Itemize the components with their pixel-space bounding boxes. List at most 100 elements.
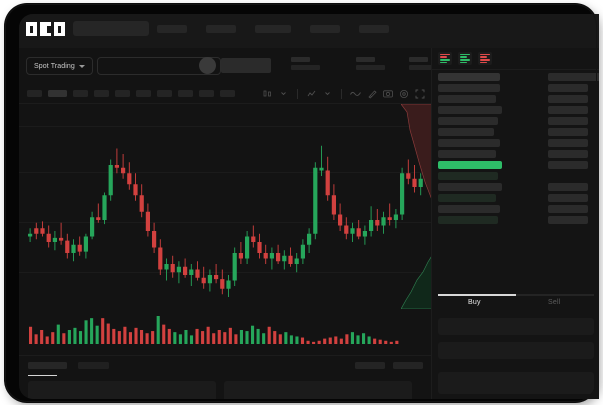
- orderbook-ask-row[interactable]: [432, 116, 599, 127]
- chart-tools-group: [262, 88, 425, 99]
- settings-icon[interactable]: [398, 88, 409, 99]
- top-header-bar: [19, 14, 599, 48]
- orders-panel-tabs: [28, 362, 109, 376]
- bottom-action-1[interactable]: [355, 362, 385, 369]
- orderbook-header: [432, 48, 599, 70]
- orderbook-column-header[interactable]: [432, 72, 599, 83]
- orderbook-ask-row[interactable]: [432, 105, 599, 116]
- tab-sell[interactable]: Sell: [548, 299, 561, 306]
- current-price-highlight: [438, 161, 502, 169]
- orderbook-mode-both[interactable]: [438, 52, 452, 65]
- timeframe-4[interactable]: [94, 90, 109, 97]
- volume-chart[interactable]: [19, 310, 431, 352]
- market-type-label: Spot Trading: [34, 62, 75, 70]
- bottom-card-right: [224, 381, 412, 399]
- market-type-selector[interactable]: Spot Trading: [26, 57, 93, 75]
- orderbook-price-cell: [438, 216, 498, 224]
- okx-logo[interactable]: [26, 22, 65, 36]
- timeframe-8[interactable]: [178, 90, 193, 97]
- orderbook-bid-row[interactable]: [432, 182, 599, 193]
- candlestick-chart[interactable]: [19, 104, 431, 309]
- search-input[interactable]: [73, 21, 149, 36]
- orderbook-mode-bids[interactable]: [458, 52, 472, 65]
- timeframe-10[interactable]: [220, 90, 235, 97]
- orderbook-price-cell: [438, 172, 498, 180]
- orderbook-size-cell: [548, 128, 588, 136]
- orderbook-size-cell: [548, 161, 588, 169]
- fullscreen-icon[interactable]: [414, 88, 425, 99]
- orderbook-ask-row[interactable]: [432, 94, 599, 105]
- device-frame: Spot Trading: [5, 4, 599, 402]
- screenshot-icon[interactable]: [382, 88, 393, 99]
- timeframe-5[interactable]: [115, 90, 130, 97]
- orderbook-price-cell: [438, 84, 500, 92]
- candlestick-series: [28, 145, 429, 297]
- tab-order-history[interactable]: [78, 362, 109, 369]
- orderbook-ask-row[interactable]: [432, 149, 599, 160]
- timeframe-7[interactable]: [157, 90, 172, 97]
- chart-toolbar: [19, 84, 431, 104]
- orderbook-size-cell: [548, 216, 588, 224]
- bottom-card-left: [28, 381, 216, 399]
- orderbook-ask-row[interactable]: [432, 83, 599, 94]
- depth-chart-overlay: [401, 104, 431, 309]
- orderbook-price-cell: [438, 106, 502, 114]
- orderbook-bid-row[interactable]: [432, 215, 599, 226]
- orderbook-bid-row[interactable]: [432, 193, 599, 204]
- timeframe-6[interactable]: [136, 90, 151, 97]
- orderbook-and-form-panel: Buy Sell: [431, 48, 599, 399]
- tab-active-indicator: [438, 294, 516, 296]
- orderbook-price-cell: [438, 128, 494, 136]
- orderbook-price-cell: [438, 117, 498, 125]
- timeframe-2[interactable]: [48, 90, 67, 97]
- order-amount-field[interactable]: [438, 342, 594, 359]
- nav-item-2[interactable]: [206, 25, 236, 33]
- timeframe-group: [27, 90, 235, 97]
- volume-series: [29, 316, 399, 344]
- ticker-stat: [291, 57, 320, 70]
- chart-type-icon[interactable]: [262, 88, 273, 99]
- indicators-icon[interactable]: [306, 88, 317, 99]
- order-total-field[interactable]: [438, 372, 594, 394]
- orders-panel-cards: [28, 381, 412, 399]
- timeframe-3[interactable]: [73, 90, 88, 97]
- drawing-tool-icon[interactable]: [366, 88, 377, 99]
- timeframe-1[interactable]: [27, 90, 42, 97]
- orderbook-ask-row[interactable]: [432, 138, 599, 149]
- orderbook-size-cell: [548, 95, 588, 103]
- chart-gridline: [19, 172, 431, 173]
- chart-type-dropdown-icon[interactable]: [278, 88, 289, 99]
- line-tool-icon[interactable]: [350, 88, 361, 99]
- orderbook-size-cell: [548, 84, 588, 92]
- tab-buy[interactable]: Buy: [468, 299, 481, 306]
- nav-item-4[interactable]: [310, 25, 340, 33]
- orderbook-bid-row[interactable]: [432, 204, 599, 215]
- nav-item-3[interactable]: [255, 25, 291, 33]
- nav-item-5[interactable]: [359, 25, 389, 33]
- tab-open-orders[interactable]: [28, 362, 67, 376]
- tab-track: [438, 294, 594, 296]
- orderbook-bid-row[interactable]: [432, 171, 599, 182]
- orderbook-price-cell: [438, 194, 496, 202]
- order-form-tabs: Buy Sell: [438, 294, 594, 310]
- chart-gridline: [19, 126, 431, 127]
- indicators-dropdown-icon[interactable]: [322, 88, 333, 99]
- orderbook-ask-row[interactable]: [432, 127, 599, 138]
- nav-item-1[interactable]: [157, 25, 187, 33]
- orderbook-price-cell: [438, 205, 500, 213]
- orderbook-price-cell: [438, 139, 500, 147]
- orderbook-size-cell: [548, 139, 588, 147]
- orderbook-size-cell: [548, 150, 588, 158]
- orderbook-size-cell: [548, 106, 588, 114]
- orderbook-mode-asks[interactable]: [478, 52, 492, 65]
- ticker-stat: [356, 57, 385, 70]
- order-price-field[interactable]: [438, 318, 594, 335]
- bottom-action-2[interactable]: [393, 362, 423, 369]
- orderbook-size-cell: [548, 117, 588, 125]
- chart-gridline: [19, 272, 431, 273]
- last-price-value: [221, 58, 271, 73]
- orderbook-price-cell: [438, 183, 502, 191]
- timeframe-9[interactable]: [199, 90, 214, 97]
- orderbook-size-cell: [548, 194, 588, 202]
- orderbook-price-cell: [438, 95, 496, 103]
